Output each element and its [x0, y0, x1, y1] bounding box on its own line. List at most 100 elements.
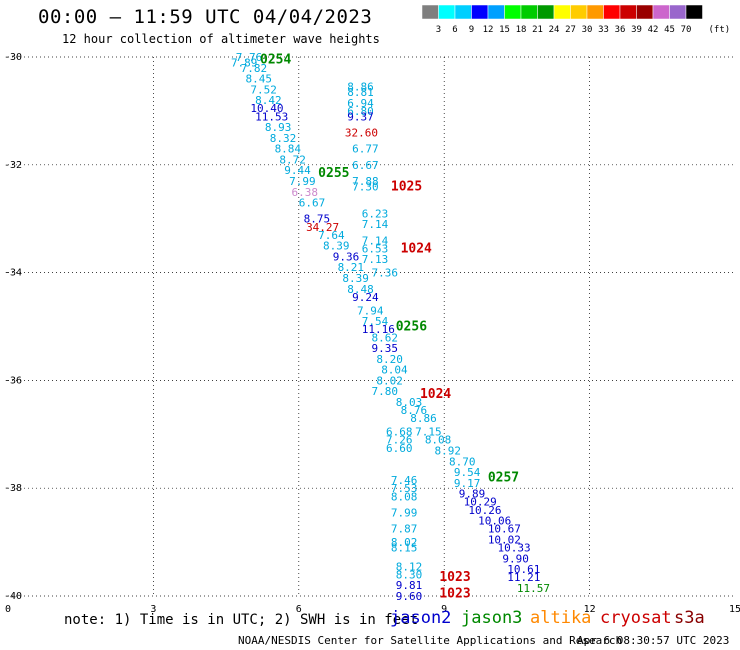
colorbar-tick-label: 12: [483, 25, 494, 35]
legend-altika: altika: [530, 608, 592, 628]
swh-value-label: 32.60: [345, 126, 378, 139]
swh-value-label: 6.94: [347, 97, 374, 110]
swh-value-label: 10.40: [250, 102, 283, 115]
x-tick-label: 3: [150, 604, 156, 615]
swh-value-label: 8.70: [449, 455, 476, 468]
swh-value-label: 9.90: [502, 552, 529, 565]
y-tick-label: -32: [4, 160, 22, 171]
swh-value-label: 8.62: [372, 331, 399, 344]
swh-value-label: 11.21: [507, 571, 540, 584]
page-title: 00:00 – 11:59 UTC 04/04/2023: [38, 6, 373, 28]
pass-id-label: 0256: [396, 320, 427, 335]
swh-value-label: 7.99: [289, 175, 316, 188]
pass-id-label: 0255: [318, 166, 349, 181]
swh-value-label: 7.46: [391, 474, 418, 487]
colorbar-tick-label: 21: [532, 25, 543, 35]
swh-value-label: 10.02: [488, 533, 521, 546]
swh-value-label: 9.35: [372, 342, 399, 355]
colorbar-tick-label: 42: [648, 25, 659, 35]
swh-value-label: 7.76: [236, 51, 263, 64]
swh-value-label: 7.14: [362, 234, 389, 247]
credit-line: NOAA/NESDIS Center for Satellite Applica…: [238, 634, 623, 647]
swh-value-label: 8.15: [391, 541, 418, 554]
swh-value-label: 8.76: [401, 404, 428, 417]
swh-value-label: 8.81: [347, 86, 374, 99]
swh-value-label: 11.53: [255, 110, 288, 123]
swh-value-label: 7.54: [362, 315, 389, 328]
swh-value-label: 9.81: [396, 579, 423, 592]
y-tick-label: -40: [4, 591, 22, 602]
y-tick-label: -30: [4, 52, 22, 63]
swh-value-label: 8.30: [396, 568, 423, 581]
page-subtitle: 12 hour collection of altimeter wave hei…: [62, 32, 380, 46]
swh-value-label: 9.37: [347, 110, 374, 123]
swh-value-label: 9.17: [454, 477, 481, 490]
swh-value-label: 10.29: [464, 496, 497, 509]
swh-value-label: 8.08: [425, 434, 452, 447]
colorbar-tick-label: 6: [452, 25, 457, 35]
swh-value-label: 6.53: [362, 242, 389, 255]
colorbar-tick-label: 24: [549, 25, 560, 35]
swh-value-label: 7.82: [241, 62, 268, 75]
legend-jason2: jason2: [390, 608, 452, 628]
color-scale-bar: 3 6 9 12 15 18 21 24 27 30 33 36 39 42 45 70 (ft): [421, 4, 731, 35]
swh-value-label: 8.48: [347, 283, 374, 296]
swh-value-label: 7.30: [352, 180, 379, 193]
wave-height-plot: 0 3 6 9 12 15-30-32-34-36-38-407.767.897.828.…: [4, 51, 740, 615]
swh-value-label: 8.86: [410, 412, 437, 425]
swh-value-label: 6.68: [386, 426, 413, 439]
x-tick-label: 15: [729, 604, 740, 615]
swh-value-label: 8.39: [342, 272, 369, 285]
y-tick-label: -36: [4, 375, 22, 386]
swh-value-label: 6.38: [292, 186, 319, 199]
swh-value-label: 7.89: [231, 56, 257, 69]
swh-value-label: 8.32: [270, 132, 297, 145]
colorbar-tick-label: 9: [469, 25, 474, 35]
colorbar-tick-label: 27: [565, 25, 576, 35]
colorbar-unit: (ft): [709, 25, 731, 35]
pass-id-label: 1023: [439, 570, 470, 585]
swh-value-label: 10.33: [498, 541, 531, 554]
pass-id-label: 0254: [260, 53, 291, 68]
swh-value-label: 6.67: [352, 159, 379, 172]
swh-value-label: 8.20: [376, 353, 403, 366]
swh-value-label: 8.02: [391, 536, 418, 549]
swh-value-label: 7.14: [362, 218, 389, 231]
swh-value-label: 8.42: [255, 94, 282, 107]
swh-value-label: 7.64: [318, 229, 345, 242]
swh-value-label: 8.04: [381, 364, 408, 377]
swh-value-label: 8.86: [347, 81, 374, 94]
y-tick-label: -38: [4, 483, 22, 494]
swh-value-label: 7.26: [386, 434, 413, 447]
swh-value-label: 8.92: [435, 444, 462, 457]
swh-value-label: 10.67: [488, 523, 521, 536]
legend-s3a: s3a: [674, 608, 705, 628]
swh-value-label: 11.57: [517, 582, 550, 595]
swh-value-label: 8.45: [245, 73, 272, 86]
swh-value-label: 7.88: [352, 175, 379, 188]
swh-value-label: 8.21: [338, 261, 365, 274]
colorbar-tick-label: 70: [681, 25, 692, 35]
swh-value-label: 7.13: [362, 253, 389, 266]
pass-id-label: 0257: [488, 470, 519, 485]
colorbar-tick-label: 33: [598, 25, 609, 35]
swh-value-label: 34.27: [306, 221, 339, 234]
swh-value-label: 9.24: [352, 291, 379, 304]
x-tick-label: 6: [296, 604, 302, 615]
swh-value-label: 6.60: [386, 442, 413, 455]
colorbar-tick-label: 45: [664, 25, 675, 35]
swh-value-label: 8.84: [275, 143, 302, 156]
colorbar-tick-label: 3: [436, 25, 441, 35]
swh-value-label: 7.87: [391, 523, 418, 536]
swh-value-label: 7.53: [391, 482, 418, 495]
swh-value-label: 8.02: [376, 374, 403, 387]
colorbar-tick-label: 36: [615, 25, 626, 35]
swh-value-label: 6.77: [352, 143, 379, 156]
y-tick-label: -34: [4, 268, 22, 279]
swh-value-label: 8.03: [396, 396, 423, 409]
colorbar-tick-label: 39: [631, 25, 642, 35]
swh-value-label: 9.89: [459, 488, 486, 501]
pass-id-label: 1024: [401, 241, 432, 256]
generated-timestamp: Apr 6 08:30:57 UTC 2023: [577, 634, 730, 647]
